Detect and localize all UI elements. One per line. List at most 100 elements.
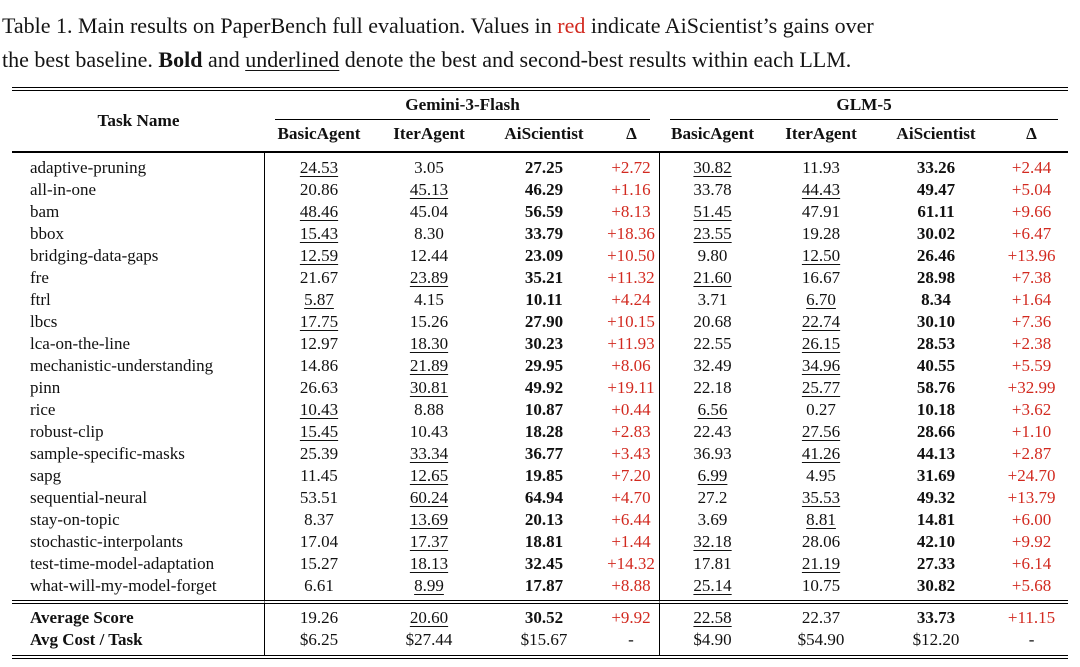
value-text: 4.15 bbox=[414, 290, 444, 309]
value-text: +9.92 bbox=[611, 608, 651, 627]
gemini-group-rule bbox=[275, 116, 651, 120]
table-row: fre 21.67 23.89 35.21 +11.32 21.60 16.67 28.98 +… bbox=[12, 267, 1068, 289]
value-cell: +9.92 bbox=[995, 531, 1068, 553]
caption-red-word: red bbox=[557, 13, 586, 38]
value-cell: 58.76 bbox=[877, 377, 995, 399]
value-cell: 9.80 bbox=[660, 245, 765, 267]
value-cell: 28.98 bbox=[877, 267, 995, 289]
value-text: 28.06 bbox=[801, 532, 841, 551]
value-cell: 33.34 bbox=[373, 443, 485, 465]
value-cell: +0.44 bbox=[603, 399, 661, 421]
value-cell: +10.50 bbox=[603, 245, 661, 267]
value-text: 32.18 bbox=[693, 532, 732, 551]
value-cell: 18.13 bbox=[373, 553, 485, 575]
glm-group-rule bbox=[670, 116, 1059, 120]
task-name-cell: rice bbox=[12, 399, 265, 421]
value-cell: 48.46 bbox=[265, 201, 373, 223]
value-cell: 15.45 bbox=[265, 421, 373, 443]
table-caption: Table 1. Main results on PaperBench full… bbox=[0, 0, 1080, 81]
value-cell: 22.43 bbox=[660, 421, 765, 443]
value-cell: 10.87 bbox=[485, 399, 603, 421]
value-text: 45.13 bbox=[409, 180, 449, 199]
value-text: 19.26 bbox=[299, 608, 339, 627]
value-text: 12.50 bbox=[801, 246, 841, 265]
value-text: 35.53 bbox=[801, 488, 841, 507]
value-text: 9.80 bbox=[697, 246, 728, 265]
table-row: sequential-neural 53.51 60.24 64.94 +4.70 27.… bbox=[12, 487, 1068, 509]
table-row: bridging-data-gaps 12.59 12.44 23.09 +10.50 9… bbox=[12, 245, 1068, 267]
value-cell: 8.37 bbox=[265, 509, 373, 531]
group-header-glm-5: GLM-5 bbox=[836, 95, 892, 114]
value-text: 58.76 bbox=[916, 378, 956, 397]
value-cell: 27.2 bbox=[660, 487, 765, 509]
value-text: 25.14 bbox=[693, 576, 732, 595]
column-header-iteragent: IterAgent bbox=[373, 122, 485, 153]
value-cell: 20.68 bbox=[660, 311, 765, 333]
value-text: 22.18 bbox=[693, 378, 732, 397]
value-cell: 14.86 bbox=[265, 355, 373, 377]
value-text: 36.77 bbox=[524, 444, 564, 463]
value-text: +5.68 bbox=[1011, 576, 1052, 595]
value-cell: +1.10 bbox=[995, 421, 1068, 443]
value-cell: +5.68 bbox=[995, 575, 1068, 600]
value-text: +3.43 bbox=[611, 444, 651, 463]
column-header-iteragent: IterAgent bbox=[765, 122, 878, 153]
value-cell: +4.24 bbox=[603, 289, 661, 311]
value-cell: 49.92 bbox=[485, 377, 603, 399]
table-row: adaptive-pruning 24.53 3.05 27.25 +2.72 30.82… bbox=[12, 153, 1068, 179]
value-text: 28.66 bbox=[916, 422, 956, 441]
value-text: 23.89 bbox=[409, 268, 449, 287]
value-text: 53.51 bbox=[299, 488, 339, 507]
value-text: 27.25 bbox=[524, 158, 564, 177]
value-text: 28.98 bbox=[916, 268, 956, 287]
value-cell: +11.93 bbox=[603, 333, 661, 355]
value-cell: 25.77 bbox=[765, 377, 877, 399]
value-cell: +1.64 bbox=[995, 289, 1068, 311]
value-cell: 22.37 bbox=[765, 600, 878, 629]
value-text: 13.69 bbox=[409, 510, 449, 529]
value-text: +7.38 bbox=[1011, 268, 1052, 287]
value-cell: 3.71 bbox=[660, 289, 765, 311]
value-cell: 15.26 bbox=[373, 311, 485, 333]
value-cell: 35.53 bbox=[765, 487, 877, 509]
value-text: 23.09 bbox=[524, 246, 564, 265]
value-cell: +6.44 bbox=[603, 509, 661, 531]
value-cell: 10.75 bbox=[765, 575, 877, 600]
value-text: 46.29 bbox=[524, 180, 564, 199]
value-text: 10.75 bbox=[801, 576, 841, 595]
value-text: 51.45 bbox=[693, 202, 732, 221]
value-cell: 26.46 bbox=[877, 245, 995, 267]
value-text: +10.15 bbox=[607, 312, 655, 331]
column-header-aiscientist: AiScientist bbox=[485, 122, 603, 153]
value-cell: 11.45 bbox=[265, 465, 373, 487]
table-row: ftrl 5.87 4.15 10.11 +4.24 3.71 6.70 8.34 +1.64 bbox=[12, 289, 1068, 311]
value-cell: 25.39 bbox=[265, 443, 373, 465]
table-row: rice 10.43 8.88 10.87 +0.44 6.56 0.27 10.18 +3.6… bbox=[12, 399, 1068, 421]
value-cell: 4.95 bbox=[765, 465, 877, 487]
caption-text: Table 1. Main results on PaperBench full… bbox=[2, 13, 558, 38]
value-cell: 6.70 bbox=[765, 289, 877, 311]
task-name-cell: sapg bbox=[12, 465, 265, 487]
value-cell: 41.26 bbox=[765, 443, 877, 465]
table-row: test-time-model-adaptation 15.27 18.13 32.4… bbox=[12, 553, 1068, 575]
value-text: 22.55 bbox=[693, 334, 732, 353]
value-text: 33.26 bbox=[916, 158, 956, 177]
value-text: 17.87 bbox=[524, 576, 564, 595]
value-cell: +11.32 bbox=[603, 267, 661, 289]
task-name-cell: bbox bbox=[12, 223, 265, 245]
value-cell: 30.10 bbox=[877, 311, 995, 333]
value-text: 28.53 bbox=[916, 334, 956, 353]
task-name-cell: lbcs bbox=[12, 311, 265, 333]
caption-line-2: the best baseline. Bold and underlined d… bbox=[2, 43, 1078, 77]
value-text: 6.70 bbox=[806, 290, 836, 309]
value-text: 10.87 bbox=[524, 400, 564, 419]
value-cell: 35.21 bbox=[485, 267, 603, 289]
table-row: all-in-one 20.86 45.13 46.29 +1.16 33.78 44.43… bbox=[12, 179, 1068, 201]
value-text: 20.86 bbox=[299, 180, 339, 199]
value-cell: 19.26 bbox=[265, 600, 373, 629]
value-cell: 32.45 bbox=[485, 553, 603, 575]
value-text: 30.81 bbox=[409, 378, 449, 397]
value-cell: 15.43 bbox=[265, 223, 373, 245]
value-text: 41.26 bbox=[801, 444, 841, 463]
value-cell: 12.44 bbox=[373, 245, 485, 267]
